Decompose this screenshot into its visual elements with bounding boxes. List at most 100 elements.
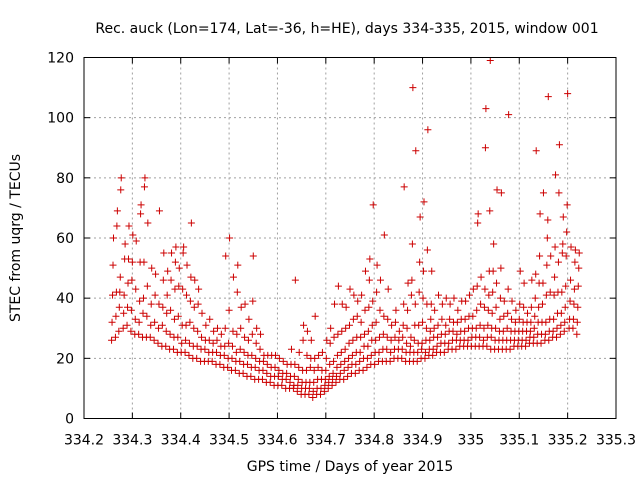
data-point bbox=[532, 147, 540, 155]
data-point bbox=[438, 300, 446, 308]
data-point bbox=[452, 345, 460, 353]
data-point bbox=[480, 303, 488, 311]
data-point bbox=[317, 384, 325, 392]
data-point bbox=[528, 276, 536, 284]
data-point bbox=[345, 354, 353, 362]
data-point bbox=[179, 285, 187, 293]
data-point bbox=[181, 348, 189, 356]
data-point bbox=[496, 294, 504, 302]
data-point bbox=[291, 276, 299, 284]
data-point bbox=[332, 378, 340, 386]
x-tick-label: 335.3 bbox=[596, 433, 636, 449]
x-tick-label: 334.9 bbox=[402, 433, 442, 449]
data-point bbox=[300, 321, 308, 329]
data-point bbox=[115, 327, 123, 335]
data-point bbox=[527, 318, 535, 326]
data-point bbox=[222, 252, 230, 260]
data-point bbox=[237, 303, 245, 311]
data-point bbox=[454, 306, 462, 314]
data-point bbox=[332, 372, 340, 380]
data-point bbox=[391, 333, 399, 341]
data-point bbox=[531, 294, 539, 302]
data-point bbox=[245, 315, 253, 323]
data-point bbox=[309, 393, 317, 401]
data-point bbox=[132, 237, 140, 245]
data-point bbox=[225, 339, 233, 347]
data-point bbox=[278, 381, 286, 389]
data-point bbox=[229, 273, 237, 281]
data-point bbox=[422, 324, 430, 332]
data-point bbox=[336, 369, 344, 377]
data-point bbox=[314, 363, 322, 371]
data-point bbox=[574, 303, 582, 311]
data-point bbox=[193, 354, 201, 362]
data-point bbox=[327, 324, 335, 332]
data-point bbox=[376, 276, 384, 284]
data-point bbox=[247, 372, 255, 380]
data-point bbox=[403, 339, 411, 347]
data-point bbox=[175, 282, 183, 290]
x-tick-label: 335.2 bbox=[548, 433, 588, 449]
data-point bbox=[552, 171, 560, 179]
data-point bbox=[113, 207, 121, 215]
data-point bbox=[403, 324, 411, 332]
data-point bbox=[109, 291, 117, 299]
data-point bbox=[384, 285, 392, 293]
data-point bbox=[275, 366, 283, 374]
data-point bbox=[333, 363, 341, 371]
data-point bbox=[124, 303, 132, 311]
data-point bbox=[372, 318, 380, 326]
data-point bbox=[567, 243, 575, 251]
chart-title: Rec. auck (Lon=174, Lat=-36, h=HE), days… bbox=[95, 21, 598, 37]
data-point bbox=[420, 198, 428, 206]
data-point bbox=[442, 294, 450, 302]
data-point bbox=[162, 327, 170, 335]
data-point bbox=[570, 300, 578, 308]
data-point bbox=[175, 264, 183, 272]
data-point bbox=[557, 309, 565, 317]
data-point bbox=[146, 333, 154, 341]
data-point bbox=[497, 264, 505, 272]
x-tick-labels: 334.2 334.3 334.4 334.5 334.6 334.7 334.8 334.9… bbox=[64, 433, 636, 449]
data-point bbox=[226, 234, 234, 242]
data-point bbox=[564, 90, 572, 98]
data-point bbox=[544, 216, 552, 224]
data-point bbox=[522, 336, 530, 344]
data-point bbox=[373, 261, 381, 269]
data-point bbox=[554, 258, 562, 266]
data-point bbox=[398, 354, 406, 362]
x-tick-label: 334.6 bbox=[257, 433, 297, 449]
data-point bbox=[364, 342, 372, 350]
data-point bbox=[172, 243, 180, 251]
data-point bbox=[259, 366, 267, 374]
data-point bbox=[369, 201, 377, 209]
data-point bbox=[516, 300, 524, 308]
data-point bbox=[286, 378, 294, 386]
data-point bbox=[543, 234, 551, 242]
data-point bbox=[492, 324, 500, 332]
data-point bbox=[338, 327, 346, 335]
data-point bbox=[305, 384, 313, 392]
data-point bbox=[464, 336, 472, 344]
x-tick-label: 334.7 bbox=[306, 433, 346, 449]
data-point bbox=[119, 324, 127, 332]
data-point bbox=[415, 321, 423, 329]
y-tick-labels: 0 20 40 60 80 100 120 bbox=[47, 51, 74, 428]
data-point bbox=[376, 333, 384, 341]
data-point bbox=[185, 339, 193, 347]
data-point bbox=[411, 300, 419, 308]
data-point bbox=[237, 324, 245, 332]
data-point bbox=[311, 312, 319, 320]
data-point bbox=[229, 327, 237, 335]
data-point bbox=[395, 336, 403, 344]
data-point bbox=[348, 351, 356, 359]
data-point bbox=[252, 339, 260, 347]
data-point bbox=[263, 369, 271, 377]
data-point bbox=[356, 357, 364, 365]
data-point bbox=[195, 285, 203, 293]
data-point bbox=[515, 315, 523, 323]
data-point bbox=[124, 279, 132, 287]
data-point bbox=[346, 285, 354, 293]
data-point bbox=[433, 342, 441, 350]
data-point bbox=[303, 327, 311, 335]
